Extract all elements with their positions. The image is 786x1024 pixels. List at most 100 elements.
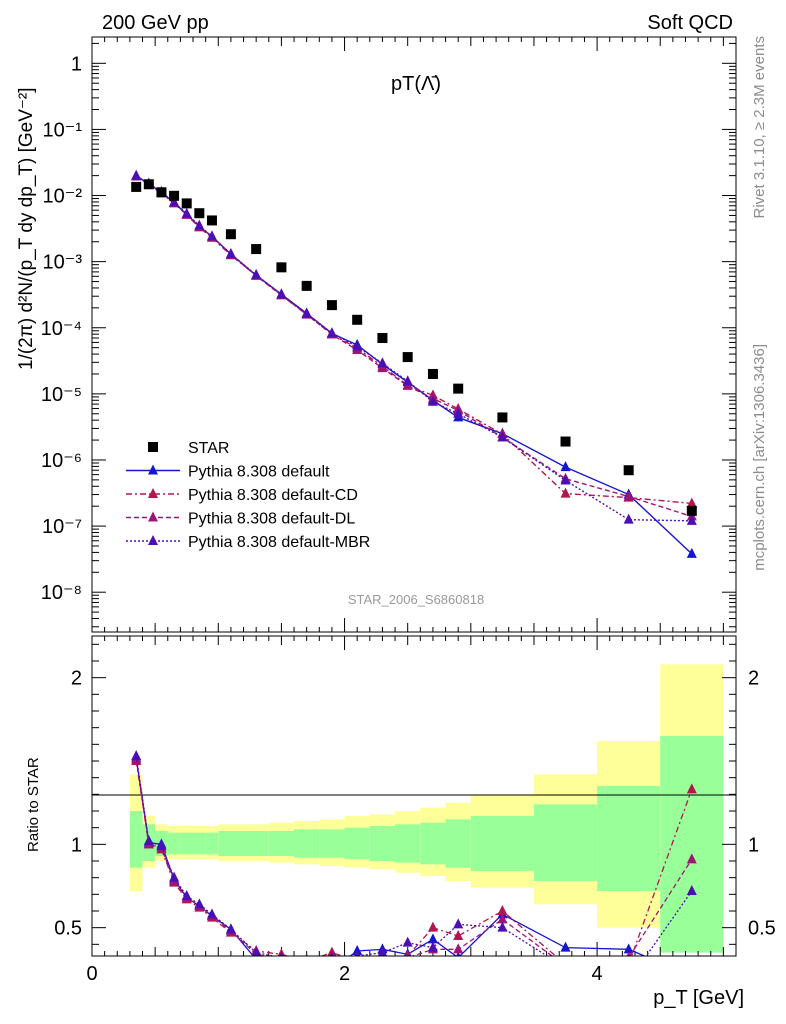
data-point-marker bbox=[194, 208, 205, 219]
x-axis-label: p_T [GeV] bbox=[653, 987, 744, 1009]
data-point-marker bbox=[143, 179, 154, 190]
ratio-point-marker bbox=[624, 958, 634, 968]
uncertainty-band-inner bbox=[294, 829, 320, 858]
legend-label: STAR bbox=[188, 440, 229, 457]
y-tick-label: 10⁻⁴ bbox=[41, 318, 82, 340]
y-tick-label: 10⁻⁵ bbox=[41, 384, 82, 406]
data-point-marker bbox=[402, 375, 413, 386]
header-left: 200 GeV pp bbox=[102, 12, 209, 34]
ratio-frame bbox=[91, 635, 737, 957]
uncertainty-band-inner bbox=[470, 816, 534, 871]
ratio-bands bbox=[129, 664, 724, 953]
data-point-marker bbox=[194, 219, 205, 230]
data-point-marker bbox=[623, 465, 634, 476]
ratio-point-marker bbox=[561, 962, 571, 972]
data-point-marker bbox=[251, 268, 262, 279]
ratio-point-marker bbox=[329, 951, 335, 956]
data-point-marker bbox=[377, 332, 388, 343]
data-point-marker bbox=[225, 248, 236, 259]
ratio-point-marker bbox=[402, 936, 413, 947]
ratio-line bbox=[135, 755, 693, 956]
ratio-panel: 0.5 0.5 1 1 2 2 0 2 4 Ratio to STAR p_T [GeV] bbox=[25, 635, 776, 1009]
legend-marker bbox=[148, 511, 158, 522]
data-point-marker bbox=[169, 190, 180, 201]
uncertainty-band-inner bbox=[319, 829, 345, 858]
ratio-ticks bbox=[91, 636, 736, 956]
side-label-top: Rivet 3.1.10, ≥ 2.3M events bbox=[751, 36, 768, 219]
ratio-point-marker bbox=[561, 958, 571, 968]
data-point-marker bbox=[402, 352, 413, 363]
data-point-marker bbox=[301, 280, 312, 291]
data-point-marker bbox=[131, 181, 142, 192]
ratio-point-marker bbox=[497, 913, 508, 924]
ratio-point-marker bbox=[626, 951, 631, 956]
ratio-y-tick-label: 0.5 bbox=[54, 918, 82, 940]
data-point-marker bbox=[427, 395, 438, 406]
ratio-point-marker bbox=[354, 950, 361, 956]
main-frame bbox=[91, 36, 737, 633]
ratio-tick-labels: 0.5 0.5 1 1 2 2 0 2 4 bbox=[54, 668, 776, 985]
data-point-marker bbox=[181, 198, 192, 209]
series-0 bbox=[131, 179, 697, 516]
uncertainty-band-inner bbox=[445, 819, 471, 868]
legend-label: Pythia 8.308 default-MBR bbox=[188, 534, 370, 551]
ratio-point-marker bbox=[560, 941, 571, 952]
uncertainty-band-inner bbox=[243, 831, 269, 856]
data-point-marker bbox=[276, 288, 287, 299]
uncertainty-band-inner bbox=[193, 832, 206, 855]
uncertainty-band-inner bbox=[129, 811, 143, 868]
ratio-point-marker bbox=[686, 853, 697, 864]
ratio-point-marker bbox=[686, 885, 697, 895]
uncertainty-band-inner bbox=[268, 831, 295, 856]
ratio-point-marker bbox=[497, 905, 508, 915]
ratio-point-marker bbox=[623, 943, 634, 954]
y-tick-label: 10⁻³ bbox=[43, 252, 83, 274]
ratio-y-tick-label-right: 0.5 bbox=[748, 918, 776, 940]
uncertainty-band-inner bbox=[218, 831, 244, 856]
ratio-point-marker bbox=[352, 957, 362, 967]
data-point-marker bbox=[326, 327, 337, 338]
uncertainty-band-inner bbox=[205, 832, 219, 855]
data-point-marker bbox=[453, 407, 464, 418]
uncertainty-band-inner bbox=[180, 832, 194, 855]
header-right: Soft QCD bbox=[647, 12, 733, 34]
main-series-layer bbox=[131, 169, 697, 558]
uncertainty-band-inner bbox=[395, 824, 421, 863]
ratio-point-marker bbox=[156, 840, 167, 850]
data-point-marker bbox=[686, 514, 697, 525]
ratio-point-marker bbox=[279, 951, 284, 956]
ratio-series-layer bbox=[131, 750, 697, 985]
main-title: pT(Λ̄) bbox=[391, 73, 441, 95]
ratio-point-marker bbox=[327, 963, 337, 973]
ratio-series-3 bbox=[131, 750, 697, 985]
data-point-marker bbox=[560, 474, 571, 485]
legend-marker bbox=[148, 442, 158, 452]
ratio-point-marker bbox=[427, 941, 438, 952]
ratio-y-tick-label-right: 2 bbox=[748, 668, 759, 690]
uncertainty-band-inner bbox=[533, 804, 598, 881]
data-point-marker bbox=[560, 436, 571, 447]
data-point-marker bbox=[623, 513, 634, 524]
data-point-marker bbox=[560, 487, 571, 498]
y-tick-label: 10⁻⁶ bbox=[41, 450, 82, 472]
legend-label: Pythia 8.308 default bbox=[188, 464, 330, 481]
uncertainty-band-inner bbox=[597, 786, 661, 891]
y-tick-label: 10⁻² bbox=[43, 186, 83, 208]
ratio-y-tick-label-right: 1 bbox=[748, 834, 759, 856]
ratio-point-marker bbox=[427, 933, 438, 944]
ratio-point-marker bbox=[143, 835, 154, 845]
ratio-point-marker bbox=[327, 946, 337, 956]
legend: STAR Pythia 8.308 default Pythia 8.308 def… bbox=[126, 440, 370, 551]
ratio-point-marker bbox=[624, 975, 634, 985]
ratio-point-marker bbox=[305, 953, 308, 956]
data-point-marker bbox=[206, 230, 217, 241]
ratio-point-marker bbox=[131, 750, 142, 760]
data-point-marker bbox=[181, 207, 192, 218]
legend-marker bbox=[148, 488, 158, 498]
uncertainty-band-inner bbox=[344, 827, 370, 860]
legend-label: Pythia 8.308 default-DL bbox=[188, 511, 355, 528]
uncertainty-band-inner bbox=[420, 822, 446, 865]
ratio-point-marker bbox=[377, 946, 388, 956]
ratio-point-marker bbox=[453, 918, 464, 929]
legend-marker bbox=[148, 535, 158, 545]
